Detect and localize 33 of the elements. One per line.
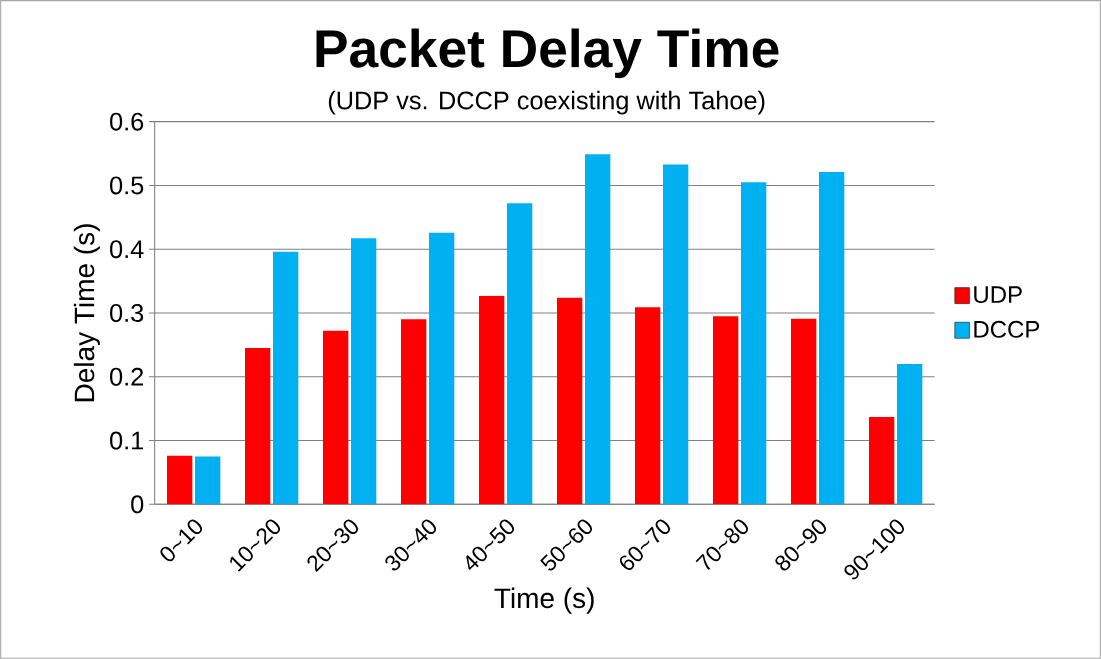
bar: [556, 297, 583, 505]
bar: [167, 455, 193, 505]
bar: [740, 182, 767, 505]
y-axis-title: Delay Time (s): [73, 224, 100, 402]
y-tick-label: 0.1: [110, 431, 144, 450]
y-tick-label: 0.3: [110, 304, 144, 322]
bar: [479, 295, 505, 505]
bar: [712, 316, 739, 505]
chart-subtitle: (UDP vs. DCCP coexisting with Tahoe): [328, 90, 765, 115]
bar: [790, 318, 817, 505]
bar: [273, 251, 299, 505]
x-axis-title: Time (s): [494, 587, 594, 614]
y-tick-label: 0: [131, 495, 144, 514]
legend-label: DCCP: [974, 320, 1040, 338]
bar: [584, 154, 611, 505]
legend-label: UDP: [974, 286, 1022, 304]
bar: [429, 232, 455, 505]
y-tick-label: 0.6: [110, 112, 144, 131]
chart-title: Packet Delay Time: [316, 28, 779, 79]
bar: [401, 319, 427, 505]
bar: [195, 456, 221, 505]
bar: [507, 203, 533, 505]
bar: [351, 238, 377, 505]
bar: [634, 307, 661, 505]
y-tick-label: 0.4: [110, 240, 144, 259]
bar: [868, 416, 895, 505]
bar: [245, 348, 271, 505]
y-tick-label: 0.2: [110, 367, 143, 386]
bar: [818, 172, 845, 505]
bar: [662, 164, 689, 505]
bar: [896, 364, 923, 505]
y-tick-label: 0.5: [110, 176, 144, 195]
bar: [323, 330, 349, 505]
